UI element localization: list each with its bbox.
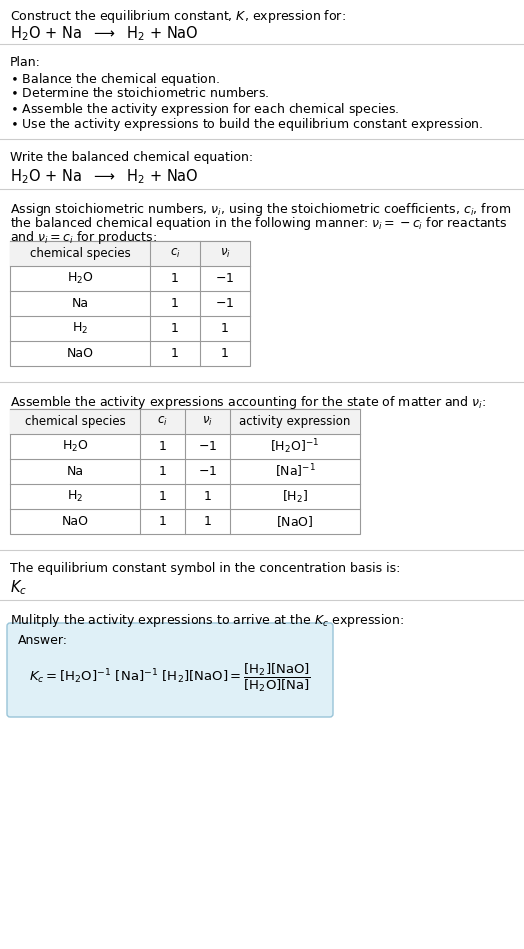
Text: Na: Na — [67, 465, 83, 478]
Bar — [10, 241, 250, 366]
Text: $[\mathrm{H_2O}]^{-1}$: $[\mathrm{H_2O}]^{-1}$ — [270, 437, 320, 456]
Text: $\mathrm{H_2}$: $\mathrm{H_2}$ — [67, 489, 83, 504]
Text: 1: 1 — [203, 515, 212, 528]
Text: $c_i$: $c_i$ — [170, 247, 180, 260]
Text: $[\mathrm{NaO}]$: $[\mathrm{NaO}]$ — [276, 514, 314, 529]
Text: 1: 1 — [159, 490, 167, 503]
Text: 1: 1 — [159, 465, 167, 478]
Text: chemical species: chemical species — [30, 247, 130, 260]
Text: Answer:: Answer: — [18, 634, 68, 647]
Text: $\bullet$ Assemble the activity expression for each chemical species.: $\bullet$ Assemble the activity expressi… — [10, 101, 399, 118]
Text: $\bullet$ Determine the stoichiometric numbers.: $\bullet$ Determine the stoichiometric n… — [10, 86, 269, 100]
Text: and $\nu_i = c_i$ for products:: and $\nu_i = c_i$ for products: — [10, 229, 157, 246]
Text: 1: 1 — [171, 347, 179, 360]
Text: $\mathrm{H_2O}$: $\mathrm{H_2O}$ — [67, 271, 93, 286]
Text: $-1$: $-1$ — [215, 297, 235, 310]
Text: Write the balanced chemical equation:: Write the balanced chemical equation: — [10, 151, 253, 164]
Bar — [10, 241, 250, 266]
Text: 1: 1 — [171, 322, 179, 335]
Text: $[\mathrm{Na}]^{-1}$: $[\mathrm{Na}]^{-1}$ — [275, 463, 315, 480]
Bar — [10, 409, 360, 434]
Text: $\mathrm{H_2O}$ + Na  $\longrightarrow$  $\mathrm{H_2}$ + NaO: $\mathrm{H_2O}$ + Na $\longrightarrow$ $… — [10, 24, 199, 43]
Text: NaO: NaO — [61, 515, 89, 528]
Bar — [10, 409, 360, 534]
Text: $\nu_i$: $\nu_i$ — [220, 247, 231, 260]
Text: $\mathrm{H_2}$: $\mathrm{H_2}$ — [72, 321, 88, 336]
Text: 1: 1 — [221, 322, 229, 335]
Text: Na: Na — [71, 297, 89, 310]
Text: $-1$: $-1$ — [215, 272, 235, 285]
Text: Construct the equilibrium constant, $K$, expression for:: Construct the equilibrium constant, $K$,… — [10, 8, 346, 25]
Text: 1: 1 — [171, 297, 179, 310]
Text: $-1$: $-1$ — [198, 440, 217, 453]
Text: 1: 1 — [171, 272, 179, 285]
Text: Assemble the activity expressions accounting for the state of matter and $\nu_i$: Assemble the activity expressions accoun… — [10, 394, 486, 411]
Text: 1: 1 — [221, 347, 229, 360]
Text: 1: 1 — [159, 440, 167, 453]
Text: chemical species: chemical species — [25, 415, 125, 428]
Text: $K_c = [\mathrm{H_2O}]^{-1}\ [\mathrm{Na}]^{-1}\ [\mathrm{H_2}][\mathrm{NaO}] = : $K_c = [\mathrm{H_2O}]^{-1}\ [\mathrm{Na… — [29, 661, 311, 694]
Text: activity expression: activity expression — [239, 415, 351, 428]
Text: $-1$: $-1$ — [198, 465, 217, 478]
Text: The equilibrium constant symbol in the concentration basis is:: The equilibrium constant symbol in the c… — [10, 562, 400, 575]
Text: the balanced chemical equation in the following manner: $\nu_i = -c_i$ for react: the balanced chemical equation in the fo… — [10, 215, 507, 232]
Text: Plan:: Plan: — [10, 56, 41, 69]
Text: $\mathrm{H_2O}$ + Na  $\longrightarrow$  $\mathrm{H_2}$ + NaO: $\mathrm{H_2O}$ + Na $\longrightarrow$ $… — [10, 167, 199, 186]
FancyBboxPatch shape — [7, 623, 333, 717]
Text: 1: 1 — [203, 490, 212, 503]
Text: 1: 1 — [159, 515, 167, 528]
Text: $\bullet$ Balance the chemical equation.: $\bullet$ Balance the chemical equation. — [10, 71, 220, 88]
Text: $\nu_i$: $\nu_i$ — [202, 415, 213, 428]
Text: $\bullet$ Use the activity expressions to build the equilibrium constant express: $\bullet$ Use the activity expressions t… — [10, 116, 483, 133]
Text: $K_c$: $K_c$ — [10, 578, 27, 597]
Text: Mulitply the activity expressions to arrive at the $K_c$ expression:: Mulitply the activity expressions to arr… — [10, 612, 405, 629]
Text: Assign stoichiometric numbers, $\nu_i$, using the stoichiometric coefficients, $: Assign stoichiometric numbers, $\nu_i$, … — [10, 201, 511, 218]
Text: $c_i$: $c_i$ — [157, 415, 168, 428]
Text: $\mathrm{H_2O}$: $\mathrm{H_2O}$ — [62, 439, 88, 454]
Text: $[\mathrm{H_2}]$: $[\mathrm{H_2}]$ — [282, 489, 308, 505]
Text: NaO: NaO — [67, 347, 93, 360]
